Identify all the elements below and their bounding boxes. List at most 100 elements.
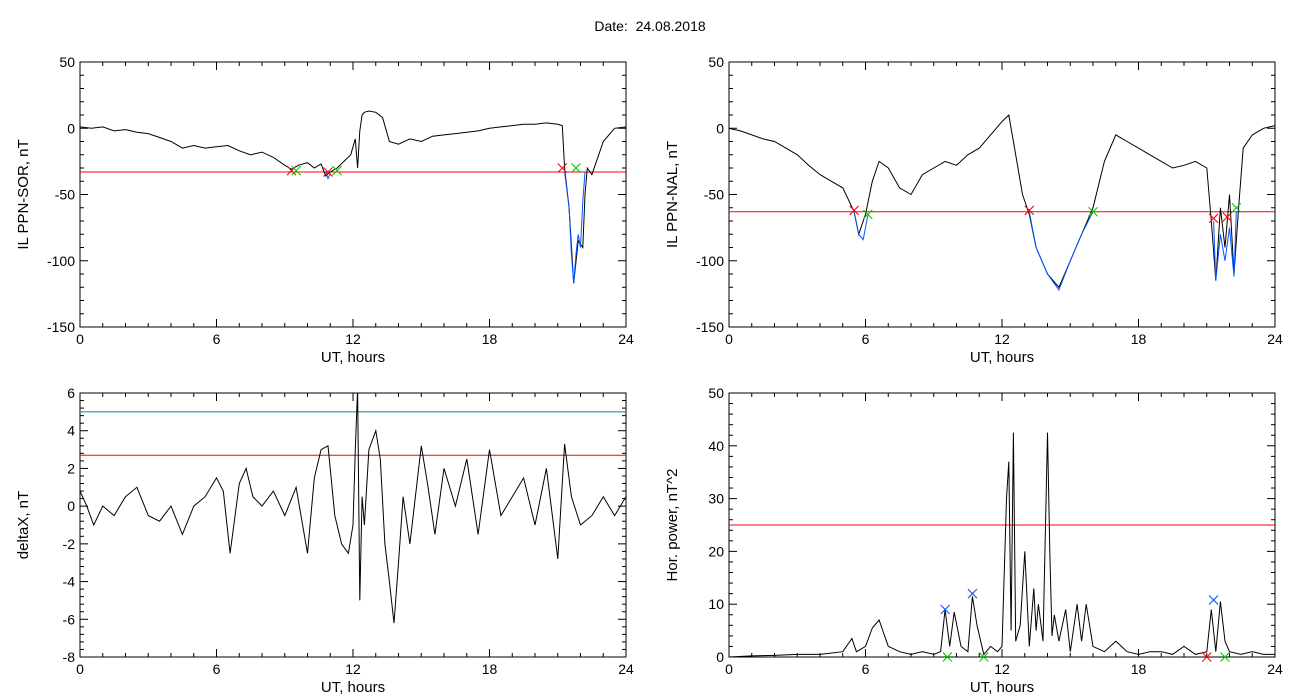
y-tick-label: -4 [63, 574, 76, 590]
series-line [729, 113, 1275, 289]
y-tick-label: -2 [63, 536, 76, 552]
y-tick-label: 20 [708, 543, 724, 559]
chart-top-left: 0 6 12 18 24 -150 -100 -50 0 50 UT, hours IL PPN-SO… [15, 54, 634, 366]
cross-stroke [1208, 213, 1219, 224]
x-axis-label: UT, hours [970, 349, 1034, 366]
y-tick-label: 4 [67, 423, 75, 439]
x-tick-label: 12 [345, 331, 361, 347]
cross-stroke [1231, 202, 1242, 213]
cross-marker [1222, 212, 1233, 222]
y-axis-label: deltaX, nT [15, 491, 32, 559]
cross-marker [849, 205, 860, 216]
y-tick-label: 30 [708, 491, 724, 507]
y-tick-label: -6 [63, 611, 76, 627]
y-axis-label: IL PPN-SOR, nT [15, 139, 32, 249]
cross-marker [1208, 595, 1219, 605]
y-tick-label: 2 [67, 460, 75, 476]
x-tick-label: 0 [725, 331, 733, 347]
y-tick-label: -100 [47, 253, 75, 269]
cross-marker [323, 167, 333, 177]
x-tick-label: 6 [862, 661, 870, 677]
cross-marker [967, 588, 978, 599]
plot-area [729, 432, 1275, 657]
cross-stroke [1088, 206, 1098, 217]
y-tick-label: -150 [47, 319, 75, 335]
cross-stroke [323, 167, 333, 177]
x-axis-label: UT, hours [970, 679, 1034, 696]
date-label: Date: [594, 18, 628, 34]
date-title: Date: 24.08.2018 [0, 18, 1300, 34]
cross-stroke [1201, 652, 1212, 662]
y-tick-label: -50 [55, 187, 75, 203]
x-tick-label: 24 [1267, 661, 1283, 677]
cross-marker [1024, 205, 1035, 216]
cross-marker [291, 165, 302, 176]
date-value: 24.08.2018 [635, 18, 706, 34]
highlight-segment [564, 171, 586, 284]
x-axis-label: UT, hours [321, 349, 385, 366]
x-tick-label: 18 [482, 331, 498, 347]
y-tick-label: -50 [704, 187, 724, 203]
y-tick-label: 0 [716, 120, 724, 136]
cross-stroke [940, 604, 951, 615]
cross-stroke [1208, 595, 1219, 605]
cross-marker [557, 163, 568, 173]
cross-stroke [942, 652, 953, 662]
x-tick-label: 18 [1131, 661, 1147, 677]
cross-stroke [286, 165, 297, 176]
x-tick-label: 6 [862, 331, 870, 347]
cross-marker [332, 165, 342, 176]
cross-marker [862, 209, 873, 220]
y-tick-label: 50 [708, 54, 724, 70]
x-tick-label: 24 [618, 331, 634, 347]
highlight-segment [1213, 211, 1237, 281]
cross-stroke [291, 165, 302, 176]
cross-stroke [1220, 652, 1230, 662]
x-axis-label: UT, hours [321, 679, 385, 696]
cross-stroke [332, 165, 342, 176]
cross-marker [1208, 213, 1219, 224]
cross-marker [978, 652, 989, 662]
cross-stroke [1222, 212, 1233, 222]
x-tick-label: 12 [345, 661, 361, 677]
highlight-segment [853, 211, 869, 241]
cross-marker [286, 165, 297, 176]
x-tick-label: 6 [213, 331, 221, 347]
cross-stroke [978, 652, 989, 662]
series-line [80, 110, 626, 284]
chart-top-right: 0 6 12 18 24 -150 -100 -50 0 50 UT, hours IL PPN-NA… [664, 54, 1283, 366]
y-tick-label: 40 [708, 438, 724, 454]
y-tick-label: 6 [67, 385, 75, 401]
cross-marker [1220, 652, 1230, 662]
y-axis-label: IL PPN-NAL, nT [664, 141, 681, 248]
series-line [729, 432, 1275, 657]
cross-stroke [967, 588, 978, 599]
x-tick-label: 12 [994, 661, 1010, 677]
x-tick-label: 0 [76, 661, 84, 677]
y-tick-label: -8 [63, 649, 76, 665]
y-tick-label: 0 [67, 120, 75, 136]
x-tick-label: 0 [725, 661, 733, 677]
cross-stroke [571, 163, 581, 173]
plot-frame [728, 61, 1276, 328]
y-tick-label: 50 [59, 54, 75, 70]
plot-area [729, 113, 1275, 291]
x-tick-label: 12 [994, 331, 1010, 347]
x-tick-label: 0 [76, 331, 84, 347]
highlight-segment [1028, 211, 1094, 291]
series-line [80, 393, 626, 624]
cross-marker [940, 604, 951, 615]
x-tick-label: 24 [1267, 331, 1283, 347]
chart-bottom-right: 0 6 12 18 24 0 10 20 30 40 50 UT, hours Hor. power, … [664, 385, 1283, 696]
y-tick-label: -100 [696, 253, 724, 269]
x-tick-label: 6 [213, 661, 221, 677]
cross-marker [1088, 206, 1098, 217]
x-tick-label: 24 [618, 661, 634, 677]
y-tick-label: -150 [696, 319, 724, 335]
y-tick-label: 50 [708, 385, 724, 401]
cross-marker [942, 652, 953, 662]
y-axis-label: Hor. power, nT^2 [664, 469, 681, 582]
